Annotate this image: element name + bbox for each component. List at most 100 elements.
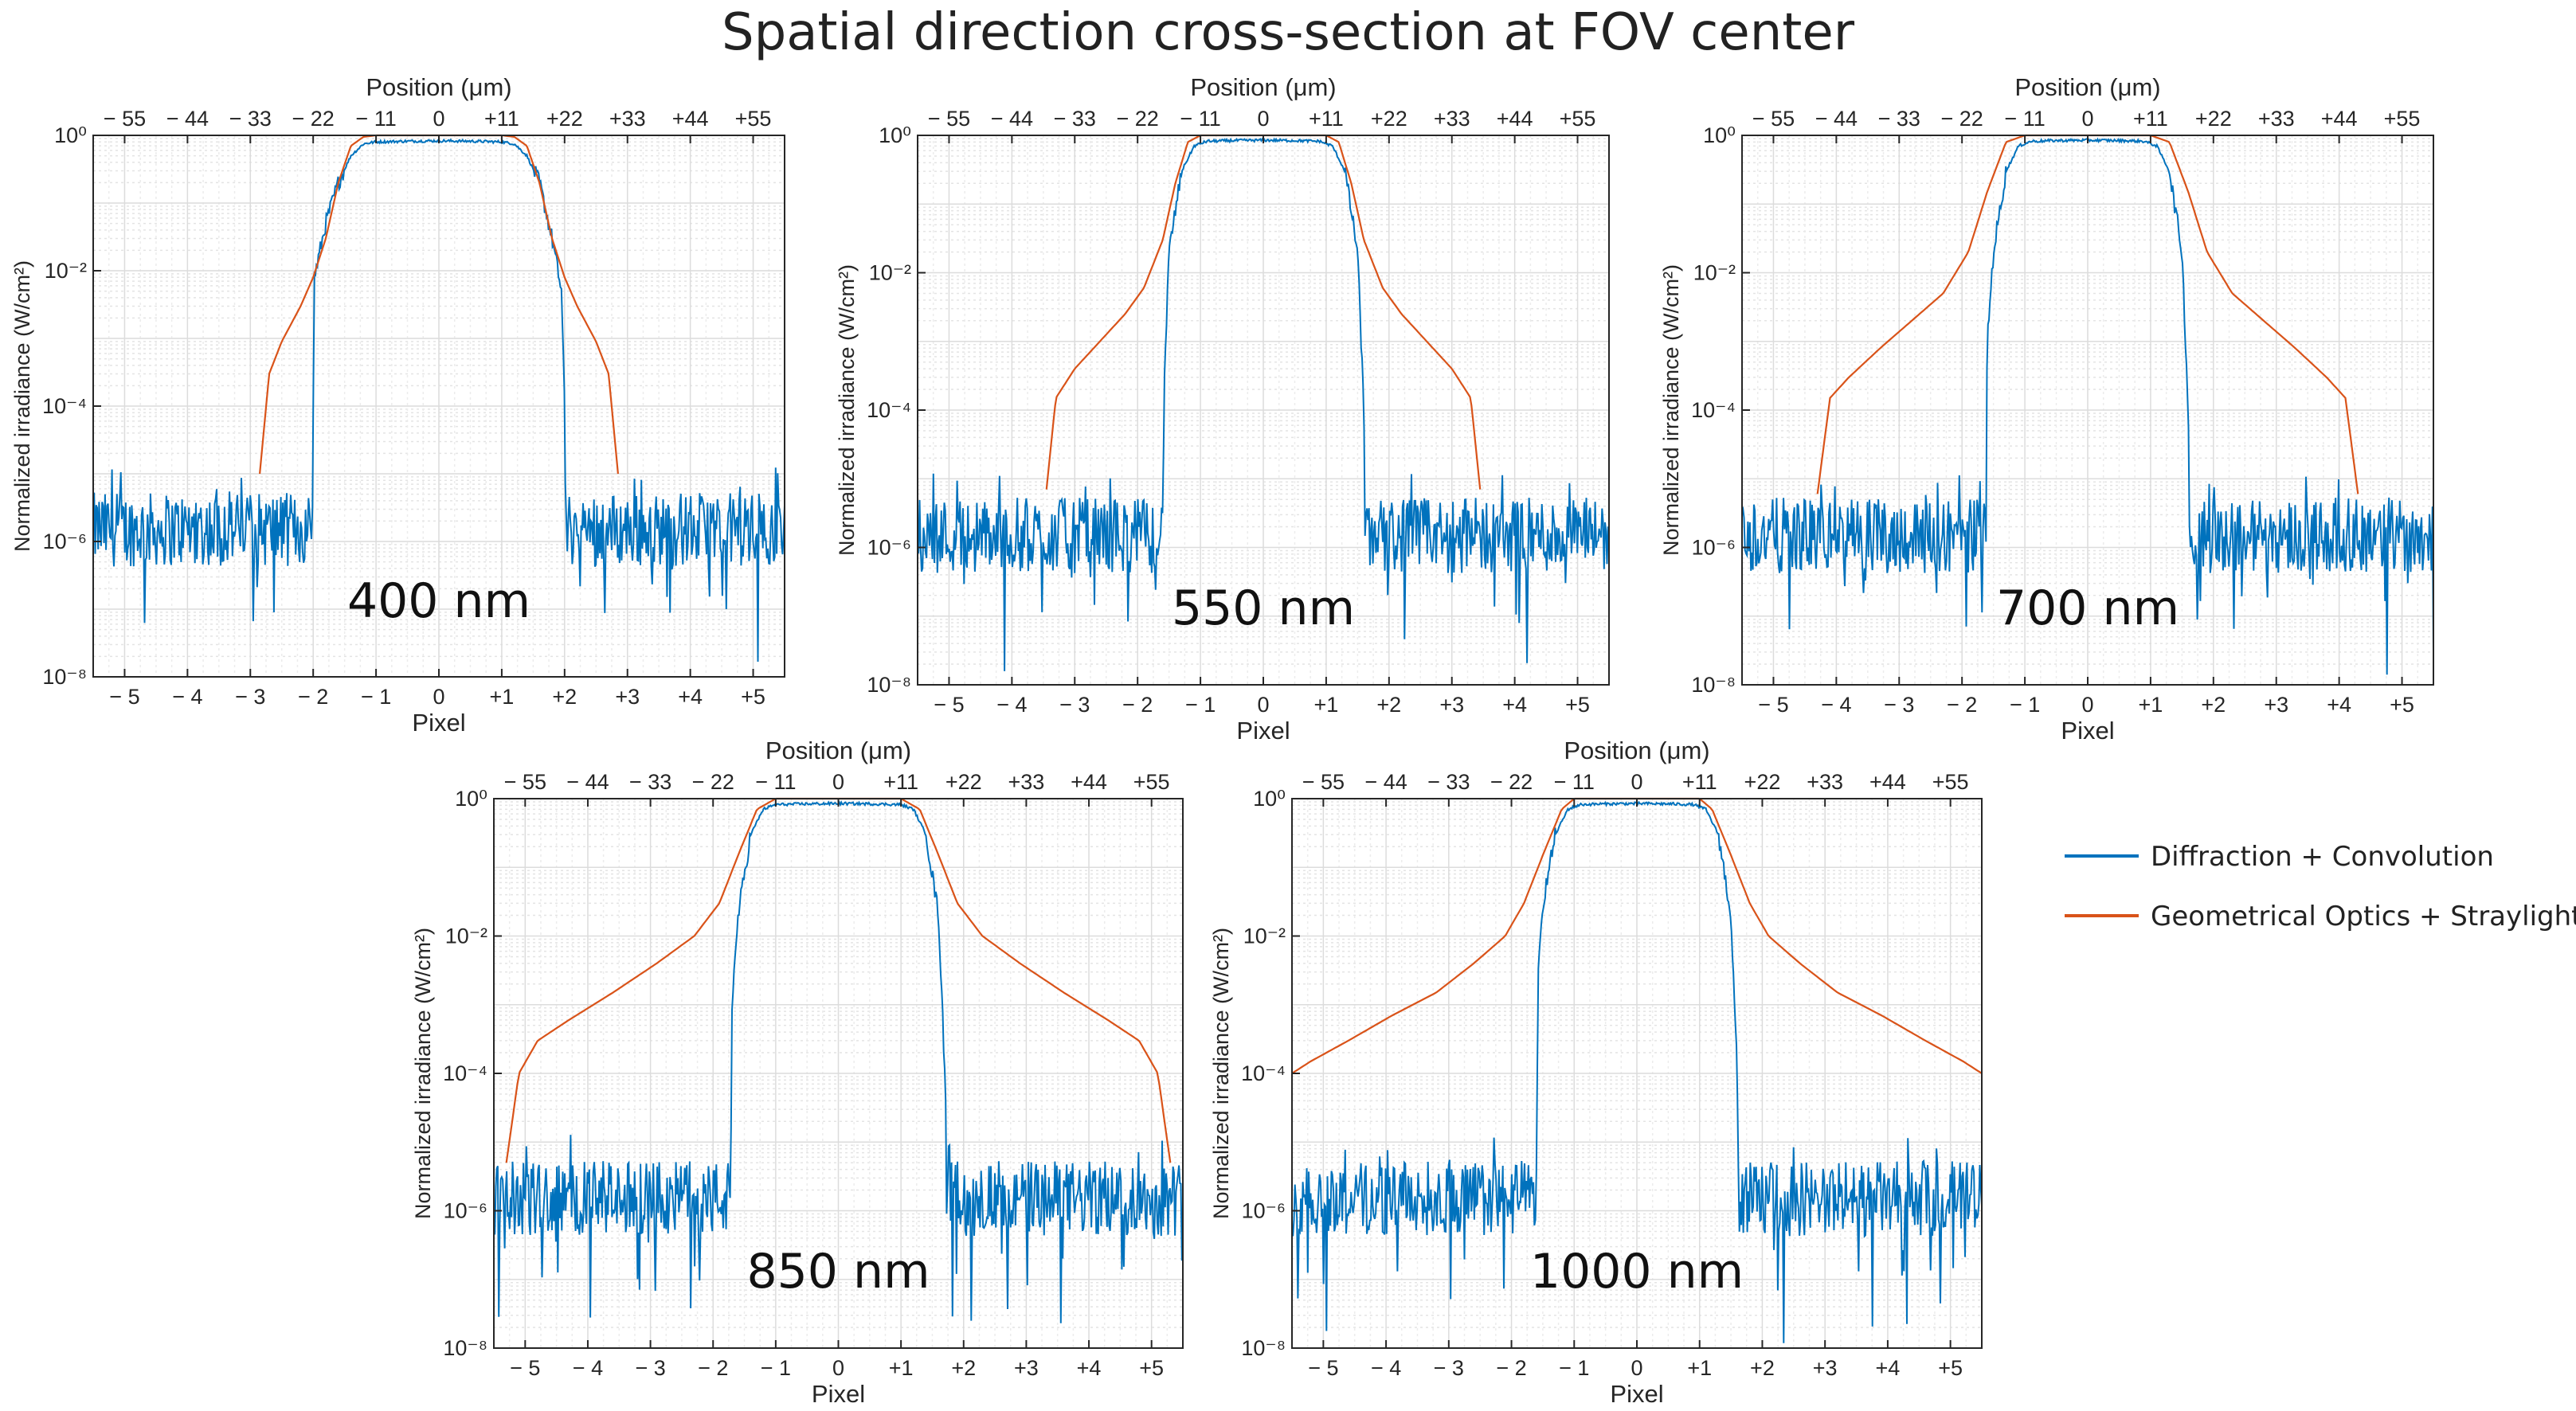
x-tick-label: − 4 bbox=[172, 685, 202, 709]
y-tick-label: 10⁻² bbox=[45, 259, 87, 283]
x2-tick-label: +44 bbox=[1071, 770, 1107, 794]
x-axis-label: Pixel bbox=[1236, 717, 1290, 745]
x-tick-label: +5 bbox=[1139, 1356, 1164, 1380]
x2-tick-label: 0 bbox=[1257, 107, 1269, 131]
y-tick-label: 10⁻⁶ bbox=[1692, 536, 1736, 560]
x-tick-label: +2 bbox=[2201, 693, 2226, 717]
x2-tick-label: − 22 bbox=[1117, 107, 1159, 131]
x2-tick-label: − 44 bbox=[566, 770, 609, 794]
x-tick-label: +4 bbox=[678, 685, 703, 709]
legend-label-geometrical: Geometrical Optics + Straylight bbox=[2151, 901, 2576, 932]
x2-tick-label: − 33 bbox=[1878, 107, 1920, 131]
x2-tick-label: − 33 bbox=[629, 770, 671, 794]
y-tick-label: 10⁻⁴ bbox=[443, 1061, 487, 1085]
x2-tick-label: +55 bbox=[1560, 107, 1596, 131]
y-tick-label: 10⁻⁸ bbox=[42, 665, 87, 689]
y-tick-label: 10⁻² bbox=[445, 924, 487, 948]
x2-tick-label: − 11 bbox=[755, 770, 796, 794]
wavelength-label: 400 nm bbox=[347, 573, 530, 629]
x-tick-label: − 3 bbox=[1059, 693, 1090, 717]
x-tick-label: +4 bbox=[1077, 1356, 1102, 1380]
panel-1: − 5 − 55 − 4 − 44 − 3 − 33 − 2 − 22 − 1 − 11 0 0 +1 +… bbox=[10, 73, 785, 737]
x-axis-label: Pixel bbox=[1610, 1380, 1663, 1408]
x-tick-label: − 2 bbox=[1496, 1356, 1526, 1380]
x-tick-label: +4 bbox=[1876, 1356, 1901, 1380]
x-tick-label: − 4 bbox=[996, 693, 1027, 717]
x2-tick-label: − 44 bbox=[991, 107, 1033, 131]
x-tick-label: − 1 bbox=[361, 685, 391, 709]
x2-tick-label: +33 bbox=[2258, 107, 2295, 131]
x2-tick-label: − 44 bbox=[1815, 107, 1858, 131]
y-tick-label: 10⁰ bbox=[1253, 787, 1286, 811]
x-tick-label: +3 bbox=[2264, 693, 2288, 717]
x-tick-label: − 3 bbox=[1434, 1356, 1464, 1380]
x2-tick-label: − 11 bbox=[355, 107, 396, 131]
x-tick-label: +2 bbox=[951, 1356, 976, 1380]
x2-tick-label: +22 bbox=[546, 107, 583, 131]
x-tick-label: − 3 bbox=[235, 685, 265, 709]
y-axis-label: Normalized irradiance (W/cm²) bbox=[1209, 928, 1233, 1219]
wavelength-label: 850 nm bbox=[746, 1244, 930, 1300]
panel-2: − 5 − 55 − 4 − 44 − 3 − 33 − 2 − 22 − 1 − 11 0 0 +1 +… bbox=[835, 73, 1610, 745]
x-tick-label: − 5 bbox=[934, 693, 964, 717]
x2-tick-label: +55 bbox=[735, 107, 772, 131]
x-tick-label: +3 bbox=[1813, 1356, 1838, 1380]
x-tick-label: +4 bbox=[2327, 693, 2351, 717]
x-axis-label: Pixel bbox=[812, 1380, 865, 1408]
x-tick-label: − 2 bbox=[298, 685, 328, 709]
x2-tick-label: − 55 bbox=[504, 770, 546, 794]
panel-4: − 5 − 55 − 4 − 44 − 3 − 33 − 2 − 22 − 1 − 11 0 0 +1 +… bbox=[411, 737, 1184, 1408]
x-tick-label: − 3 bbox=[1884, 693, 1914, 717]
figure-title: Spatial direction cross-section at FOV c… bbox=[721, 3, 1855, 62]
x2-tick-label: − 55 bbox=[1752, 107, 1795, 131]
y-tick-label: 10⁻² bbox=[869, 261, 911, 285]
y-tick-label: 10⁻⁸ bbox=[867, 673, 911, 697]
x2-tick-label: +22 bbox=[2195, 107, 2232, 131]
y-tick-label: 10⁻² bbox=[1693, 261, 1736, 285]
x2-tick-label: − 22 bbox=[692, 770, 734, 794]
x2-axis-label: Position (μm) bbox=[2014, 73, 2160, 101]
x2-tick-label: +55 bbox=[2384, 107, 2421, 131]
x-tick-label: 0 bbox=[2081, 693, 2093, 717]
wavelength-label: 700 nm bbox=[1996, 580, 2179, 636]
x2-tick-label: +11 bbox=[883, 770, 918, 794]
x-tick-label: +2 bbox=[1750, 1356, 1775, 1380]
x-tick-label: +5 bbox=[2390, 693, 2414, 717]
y-tick-label: 10⁻⁴ bbox=[1691, 398, 1736, 422]
y-tick-label: 10⁻⁴ bbox=[42, 394, 87, 418]
x2-tick-label: +22 bbox=[1744, 770, 1781, 794]
panel-5: − 5 − 55 − 4 − 44 − 3 − 33 − 2 − 22 − 1 − 11 0 0 +1 +… bbox=[1209, 737, 1983, 1408]
x-tick-label: − 1 bbox=[2010, 693, 2040, 717]
x2-tick-label: 0 bbox=[1631, 770, 1642, 794]
x-tick-label: − 1 bbox=[1185, 693, 1216, 717]
x-tick-label: +5 bbox=[1565, 693, 1590, 717]
x2-tick-label: +11 bbox=[1309, 107, 1344, 131]
y-tick-label: 10⁻⁶ bbox=[43, 530, 87, 553]
x2-tick-label: − 11 bbox=[2004, 107, 2045, 131]
x2-tick-label: − 22 bbox=[292, 107, 335, 131]
x2-tick-label: 0 bbox=[2081, 107, 2093, 131]
x-tick-label: − 1 bbox=[761, 1356, 791, 1380]
x-axis-label: Pixel bbox=[412, 709, 465, 737]
x2-tick-label: − 55 bbox=[104, 107, 146, 131]
y-tick-label: 10⁻⁶ bbox=[867, 536, 911, 560]
x-tick-label: +1 bbox=[1314, 693, 1339, 717]
x-tick-label: 0 bbox=[433, 685, 444, 709]
x-tick-label: +1 bbox=[889, 1356, 914, 1380]
x-axis-label: Pixel bbox=[2061, 717, 2114, 745]
y-tick-label: 10⁻⁸ bbox=[1241, 1336, 1286, 1360]
wavelength-label: 1000 nm bbox=[1530, 1244, 1744, 1300]
x-tick-label: +2 bbox=[1376, 693, 1401, 717]
x2-tick-label: +11 bbox=[484, 107, 519, 131]
x2-tick-label: − 33 bbox=[229, 107, 272, 131]
y-tick-label: 10⁰ bbox=[1703, 123, 1736, 147]
x2-tick-label: +33 bbox=[1434, 107, 1470, 131]
y-tick-label: 10⁻⁴ bbox=[867, 398, 911, 422]
y-axis-label: Normalized irradiance (W/cm²) bbox=[1659, 264, 1683, 556]
legend-label-diffraction: Diffraction + Convolution bbox=[2151, 841, 2494, 873]
x-tick-label: +5 bbox=[741, 685, 765, 709]
x2-tick-label: − 55 bbox=[1302, 770, 1345, 794]
legend: Diffraction + Convolution Geometrical Op… bbox=[2065, 841, 2576, 932]
x-tick-label: − 5 bbox=[1758, 693, 1788, 717]
x-tick-label: +5 bbox=[1938, 1356, 1963, 1380]
